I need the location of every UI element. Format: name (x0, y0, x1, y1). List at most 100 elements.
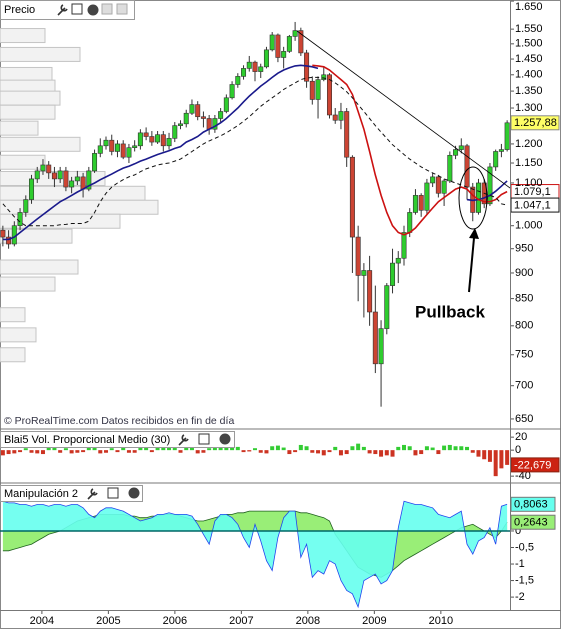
candle-body (367, 270, 373, 313)
settings-icon[interactable] (87, 488, 98, 500)
histogram-bar (23, 448, 28, 451)
candle-body (304, 52, 310, 82)
volume-profile-bar (0, 228, 73, 244)
histogram-bar (75, 450, 80, 453)
y-tick-label: -40 (515, 470, 531, 482)
histogram-bar (212, 446, 217, 451)
y-tick-label: 0 (515, 525, 521, 537)
window-icon[interactable] (107, 487, 119, 499)
histogram-bar (6, 450, 11, 455)
close-icon[interactable] (219, 433, 231, 445)
histogram-bar (281, 447, 286, 451)
candle-body (441, 180, 447, 194)
histogram-bar (442, 445, 447, 451)
y-tick-label: 1.300 (515, 102, 543, 114)
candle-body (252, 61, 258, 72)
histogram-bar (436, 450, 441, 455)
histogram-bar (350, 446, 355, 451)
ma-line (2, 76, 508, 227)
histogram-bar (499, 450, 504, 469)
histogram-bar (195, 450, 200, 454)
title-box: Blai5 Vol. Proporcional Medio (30) (0, 431, 235, 448)
value-tag-label: 0,2643 (514, 517, 548, 529)
candle-body (281, 51, 287, 58)
candle-body (166, 138, 172, 147)
candle-body (97, 145, 103, 154)
histogram-bar (178, 450, 183, 453)
settings-icon[interactable] (178, 434, 189, 446)
x-tick-label: 2010 (429, 615, 453, 627)
histogram-bar (293, 450, 298, 453)
candle-body (40, 164, 46, 172)
histogram-bar (344, 450, 349, 455)
histogram-bar (52, 446, 57, 451)
close-icon[interactable] (128, 487, 140, 499)
histogram-bar (453, 446, 458, 451)
window-icon[interactable] (71, 3, 83, 15)
candle-body (321, 74, 327, 80)
candle-body (229, 84, 235, 99)
histogram-bar (0, 450, 5, 456)
y-tick-label: 1.150 (515, 157, 543, 169)
histogram-bar (338, 450, 343, 456)
histogram-bar (104, 450, 109, 453)
histogram-bar (264, 450, 269, 454)
candle-body (390, 262, 396, 286)
candle-body (418, 195, 424, 211)
value-tag-label: -22,679 (514, 459, 551, 471)
candle-body (401, 232, 407, 259)
candle-body (0, 229, 6, 238)
histogram-bar (207, 448, 212, 451)
histogram-bar (126, 450, 131, 453)
y-tick-label: 20 (515, 431, 527, 443)
candle-body (200, 116, 206, 119)
histogram-bar (310, 450, 315, 453)
histogram-bar (270, 446, 275, 451)
value-tag-label: 1.047,1 (514, 199, 551, 211)
x-tick-label: 2007 (229, 615, 253, 627)
x-tick-label: 2005 (96, 615, 120, 627)
volume-panel (0, 443, 510, 477)
volume-profile-bar (0, 259, 79, 275)
candle-body (384, 285, 390, 329)
histogram-bar (132, 450, 137, 453)
candle-body (326, 74, 332, 116)
histogram-bar (138, 446, 143, 451)
histogram-bar (487, 450, 492, 462)
candle-body (120, 143, 126, 158)
histogram-bar (407, 446, 412, 451)
histogram-bar (189, 447, 194, 451)
y-tick-label: 1.450 (515, 53, 543, 65)
histogram-bar (12, 450, 17, 454)
candle-body (361, 270, 367, 276)
y-tick-label: 1.000 (515, 220, 543, 232)
candle-body (218, 111, 224, 119)
down-icon[interactable] (101, 3, 113, 15)
up-icon[interactable] (116, 3, 128, 15)
histogram-bar (144, 446, 149, 451)
histogram-bar (419, 450, 424, 455)
histogram-bar (241, 450, 246, 453)
panel-title: Blai5 Vol. Proporcional Medio (30) (4, 434, 170, 446)
histogram-bar (247, 450, 252, 452)
title-box: Precio (0, 0, 135, 20)
candle-body (493, 151, 499, 168)
value-tag-label: 1.079,1 (514, 186, 551, 198)
histogram-bar (29, 450, 34, 453)
histogram-bar (373, 450, 378, 455)
histogram-bar (35, 450, 40, 454)
histogram-bar (275, 445, 280, 451)
window-icon[interactable] (198, 433, 210, 445)
candle-body (407, 212, 413, 233)
y-tick-label: 1.100 (515, 177, 543, 189)
histogram-bar (86, 447, 91, 451)
candle-body (464, 145, 470, 188)
volume-profile-bar (0, 46, 81, 62)
title-box: Manipulación 2 (0, 485, 143, 502)
close-icon[interactable] (87, 4, 99, 16)
histogram-bar (69, 450, 74, 454)
histogram-bar (218, 446, 223, 451)
histogram-bar (447, 444, 452, 451)
settings-icon[interactable] (57, 4, 68, 16)
histogram-bar (476, 450, 481, 457)
